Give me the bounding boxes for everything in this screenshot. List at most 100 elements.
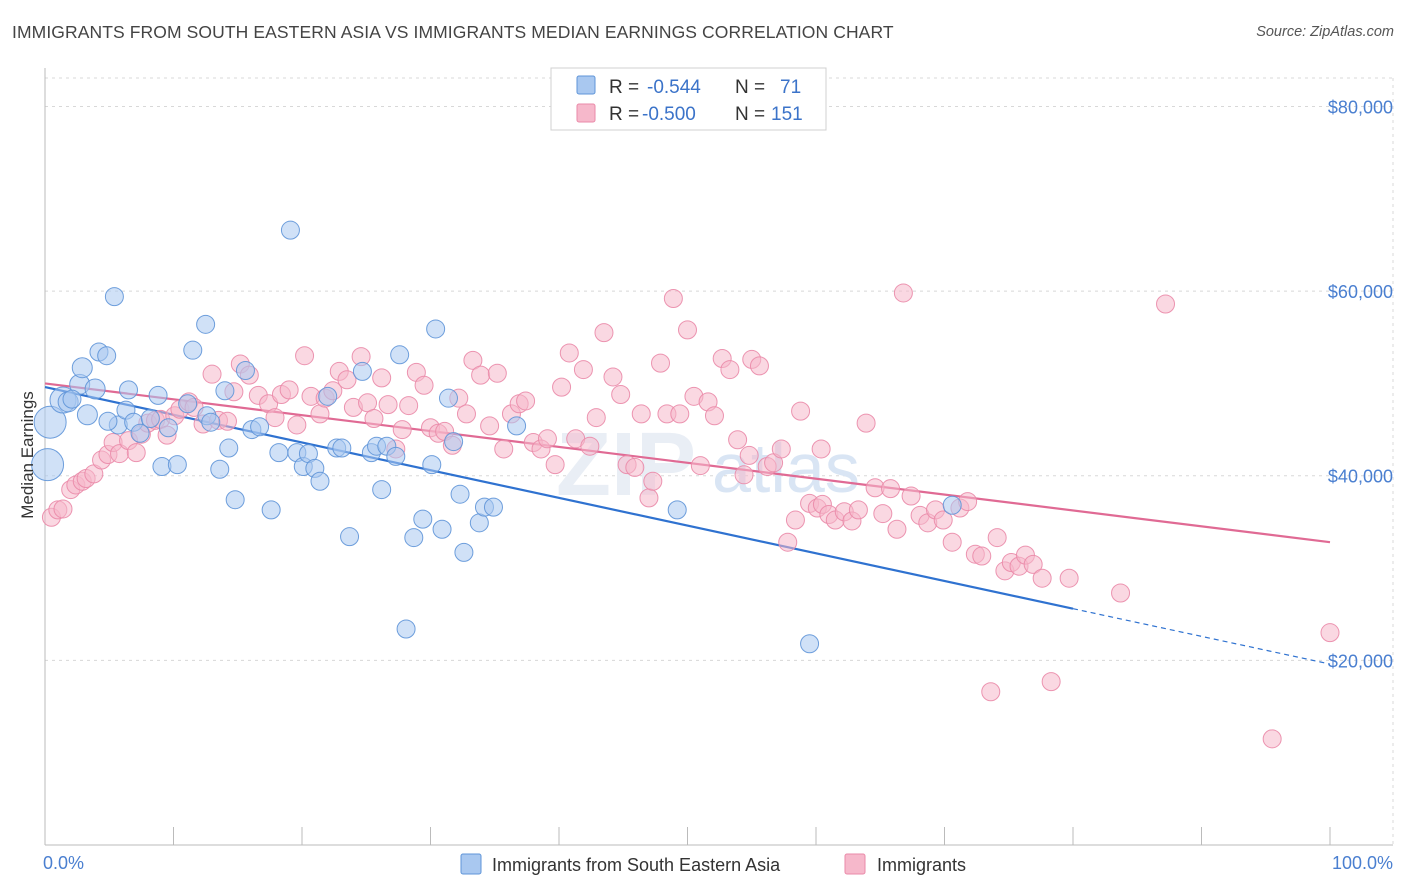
legend-n-label-blue: N = <box>735 77 765 98</box>
sea-point <box>178 394 198 414</box>
immigrants-point <box>690 456 710 476</box>
y-axis-label: Median Earnings <box>18 391 37 519</box>
immigrants-point <box>720 360 740 380</box>
sea-point <box>332 438 352 458</box>
immigrants-point <box>893 283 913 303</box>
immigrants-point <box>487 363 507 383</box>
pink-trend-line <box>44 382 1331 544</box>
immigrants-point <box>987 528 1007 548</box>
y-tick-label: $20,000 <box>1328 651 1393 671</box>
immigrants-point <box>580 436 600 456</box>
sea-point <box>667 500 687 520</box>
immigrants-point <box>739 445 759 465</box>
sea-point <box>97 346 117 366</box>
immigrants-point <box>399 396 419 416</box>
immigrants-point <box>972 546 992 566</box>
sea-point <box>454 542 474 562</box>
immigrants-point <box>856 413 876 433</box>
immigrants-point <box>848 500 868 520</box>
immigrants-point <box>663 288 683 308</box>
sea-point <box>225 490 245 510</box>
sea-point <box>390 345 410 365</box>
legend-box: R = -0.544 N = 71 R = -0.500 N = 151 <box>550 67 827 131</box>
immigrants-point <box>1320 623 1340 643</box>
sea-point <box>432 519 452 539</box>
sea-point <box>158 418 178 438</box>
immigrants-point <box>494 439 514 459</box>
immigrants-point <box>670 404 690 424</box>
x-tick-label-max: 100.0% <box>1332 853 1393 873</box>
series-immigrants-points <box>41 283 1340 749</box>
sea-point <box>235 360 255 380</box>
x-tick-label-min: 0.0% <box>43 853 84 873</box>
immigrants-point <box>631 404 651 424</box>
immigrants-point <box>639 488 659 508</box>
legend-n-label-pink: N = <box>735 104 765 125</box>
immigrants-point <box>881 479 901 499</box>
immigrants-point <box>625 457 645 477</box>
immigrants-point <box>279 380 299 400</box>
sea-point <box>372 480 392 500</box>
chart-title: IMMIGRANTS FROM SOUTH EASTERN ASIA VS IM… <box>12 22 894 42</box>
immigrants-point <box>791 401 811 421</box>
tick-labels: $20,000 $40,000 $60,000 $80,000 0.0% 100.0% <box>43 97 1393 873</box>
immigrants-point <box>463 350 483 370</box>
immigrants-point <box>53 499 73 519</box>
immigrants-point <box>603 367 623 387</box>
sea-point <box>386 446 406 466</box>
sea-point <box>507 416 527 436</box>
sea-point <box>438 388 458 408</box>
sea-point <box>104 287 124 307</box>
sea-point <box>219 438 239 458</box>
legend-r-label-blue: R = <box>609 77 639 98</box>
sea-point <box>71 357 93 379</box>
legend-swatch-pink <box>576 103 596 123</box>
immigrants-point <box>1156 294 1176 314</box>
immigrants-point <box>749 356 769 376</box>
legend-frame <box>550 67 827 131</box>
immigrants-point <box>785 510 805 530</box>
immigrants-point <box>1111 583 1131 603</box>
immigrants-point <box>516 391 536 411</box>
immigrants-point <box>594 323 614 343</box>
source-label: Source: ZipAtlas.com <box>1256 24 1394 40</box>
sea-point <box>340 527 360 547</box>
immigrants-point <box>265 408 285 428</box>
sea-point <box>215 381 235 401</box>
immigrants-point <box>942 532 962 552</box>
sea-point <box>98 411 118 431</box>
immigrants-point <box>414 375 434 395</box>
immigrants-point <box>643 471 663 491</box>
immigrants-point <box>372 368 392 388</box>
immigrants-point <box>1041 672 1061 692</box>
sea-point <box>201 412 221 432</box>
legend-r-value-pink: -0.500 <box>642 104 696 125</box>
legend-n-value-pink: 151 <box>771 104 803 125</box>
blue-trend-extension <box>1072 608 1331 665</box>
immigrants-point <box>559 343 579 363</box>
y-tick-label: $60,000 <box>1328 282 1393 302</box>
immigrants-point <box>611 384 631 404</box>
bottom-legend: Immigrants from South Eastern Asia Immig… <box>460 853 966 875</box>
immigrants-point <box>545 455 565 475</box>
immigrants-point <box>537 429 557 449</box>
bottom-legend-swatch-blue <box>460 853 482 875</box>
immigrants-point <box>378 395 398 415</box>
sea-point <box>196 314 216 334</box>
immigrants-point <box>901 486 921 506</box>
immigrants-point <box>337 370 357 390</box>
immigrants-point <box>651 353 671 373</box>
sea-point <box>33 405 67 439</box>
sea-point <box>31 448 65 482</box>
immigrants-point <box>552 377 572 397</box>
sea-point <box>269 443 289 463</box>
sea-point <box>148 385 168 405</box>
legend-n-value-blue: 71 <box>780 77 801 98</box>
sea-point <box>483 497 503 517</box>
y-tick-label: $40,000 <box>1328 467 1393 487</box>
immigrants-point <box>480 416 500 436</box>
sea-point <box>210 459 230 479</box>
immigrants-point <box>287 415 307 435</box>
immigrants-point <box>933 510 953 530</box>
